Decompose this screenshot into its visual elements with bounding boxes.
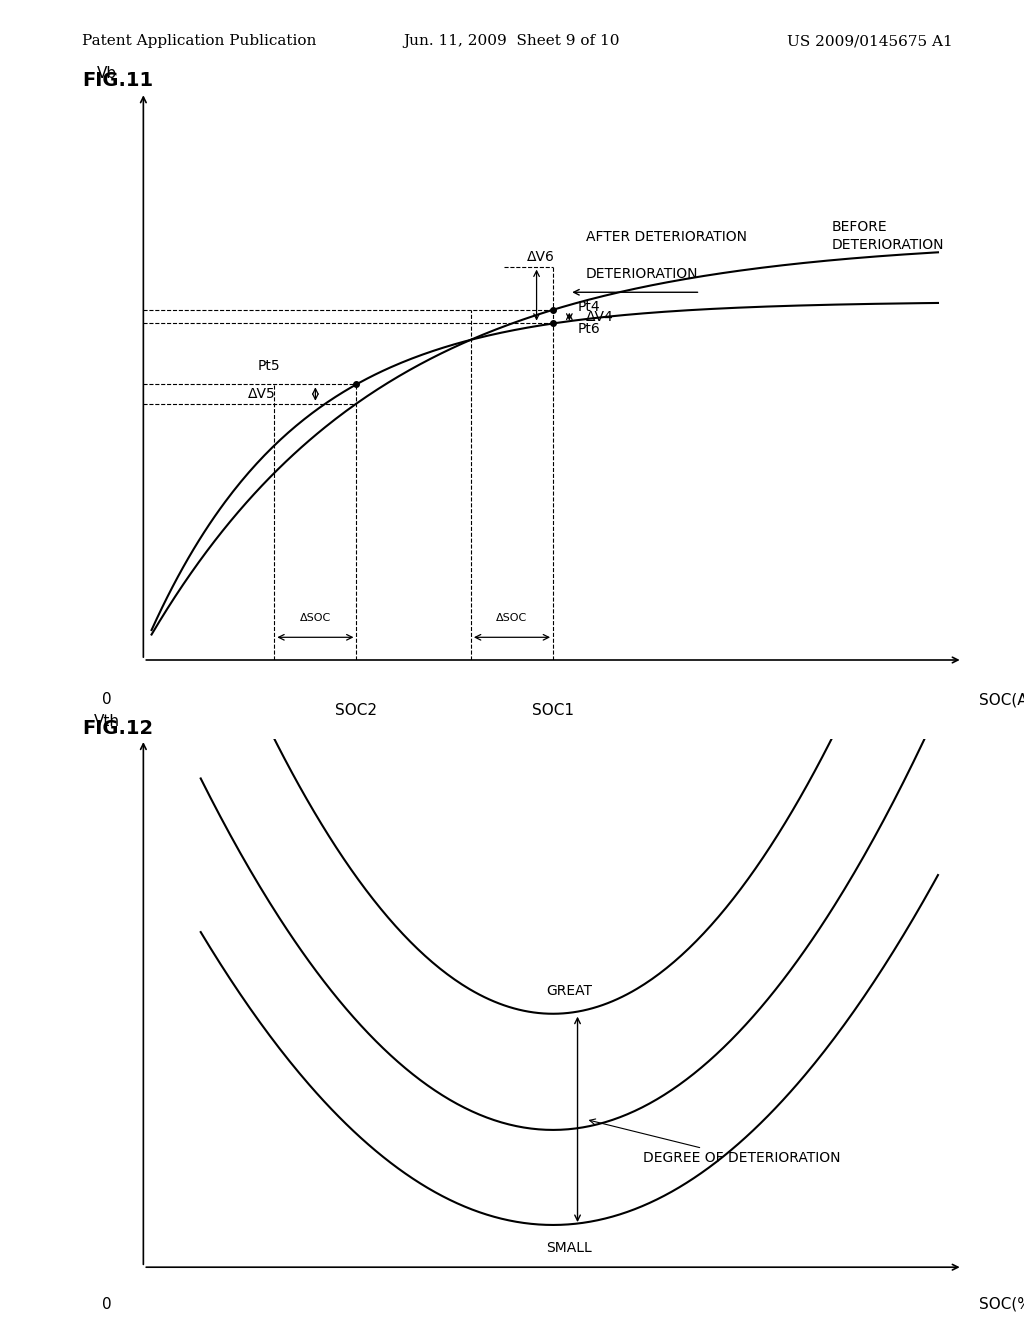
Text: ΔSOC: ΔSOC (497, 612, 527, 623)
Text: Vth: Vth (93, 714, 120, 729)
Text: SOC(%): SOC(%) (979, 1296, 1024, 1312)
Text: FIG.12: FIG.12 (82, 719, 153, 738)
Text: Jun. 11, 2009  Sheet 9 of 10: Jun. 11, 2009 Sheet 9 of 10 (403, 34, 621, 49)
Text: 0: 0 (101, 692, 112, 708)
Text: US 2009/0145675 A1: US 2009/0145675 A1 (786, 34, 952, 49)
Text: FIG.11: FIG.11 (82, 71, 153, 90)
Text: Patent Application Publication: Patent Application Publication (82, 34, 316, 49)
Text: AFTER DETERIORATION: AFTER DETERIORATION (586, 230, 746, 244)
Text: SOC2: SOC2 (335, 702, 378, 718)
Text: 0: 0 (101, 1296, 112, 1312)
Text: DETERIORATION: DETERIORATION (586, 267, 698, 281)
Text: ΔV6: ΔV6 (526, 249, 555, 264)
Text: SOC(Ah): SOC(Ah) (979, 692, 1024, 708)
Text: ΔSOC: ΔSOC (300, 612, 331, 623)
Text: Vb: Vb (96, 66, 117, 81)
Text: SMALL: SMALL (547, 1241, 592, 1255)
Text: SOC1: SOC1 (531, 702, 574, 718)
Text: ΔV5: ΔV5 (248, 387, 276, 401)
Text: BEFORE
DETERIORATION: BEFORE DETERIORATION (831, 220, 944, 252)
Text: DEGREE OF DETERIORATION: DEGREE OF DETERIORATION (590, 1119, 841, 1166)
Text: ΔV4: ΔV4 (586, 310, 613, 323)
Text: Pt6: Pt6 (578, 322, 600, 337)
Text: Pt4: Pt4 (578, 300, 600, 314)
Text: Pt5: Pt5 (258, 359, 281, 374)
Text: GREAT: GREAT (547, 983, 592, 998)
